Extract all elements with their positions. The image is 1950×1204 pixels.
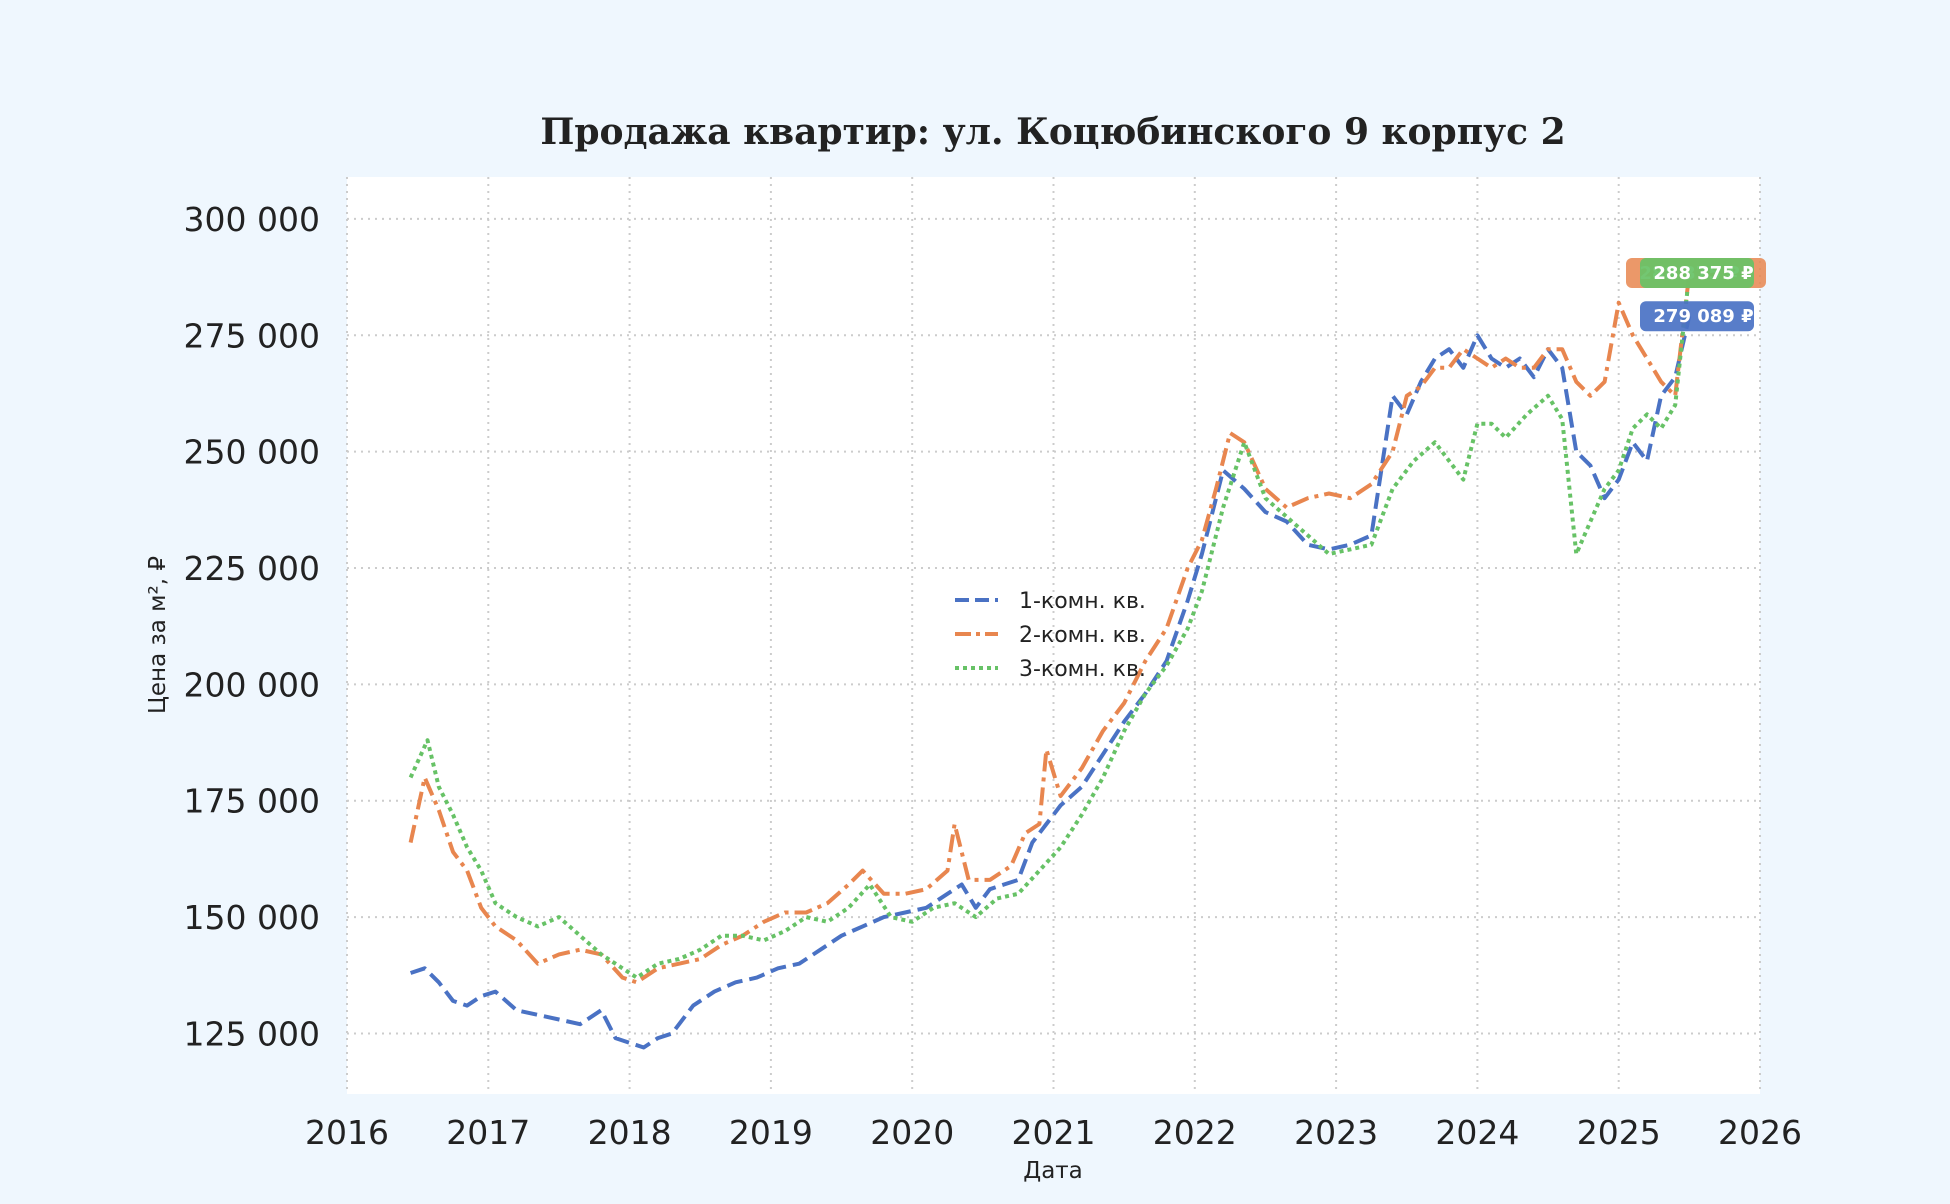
x-axis-label: Дата [1023, 1158, 1083, 1184]
legend-label-3: 3-комн. кв. [1019, 657, 1146, 682]
x-tick-label: 2021 [1012, 1113, 1096, 1152]
y-tick-label: 275 000 [184, 316, 320, 355]
y-axis-label: Цена за м², ₽ [145, 556, 171, 714]
x-tick-label: 2019 [729, 1113, 813, 1152]
value-badge-label-1: 279 089 ₽ [1653, 306, 1753, 327]
x-tick-label: 2020 [870, 1113, 954, 1152]
x-tick-label: 2017 [446, 1113, 530, 1152]
x-tick-label: 2022 [1153, 1113, 1237, 1152]
value-badge-bg-1 [1640, 301, 1754, 332]
legend-label-2: 2-комн. кв. [1019, 623, 1146, 648]
axis-ticks: 2016 2017 2018 2019 2020 2021 2022 2023 2024 2025… [184, 200, 1802, 1152]
grid [346, 177, 1761, 1094]
y-tick-label: 250 000 [184, 433, 320, 472]
y-tick-label: 200 000 [184, 665, 320, 704]
series-group [408, 272, 1692, 1050]
x-tick-label: 2024 [1435, 1113, 1519, 1152]
x-tick-label: 2023 [1294, 1113, 1378, 1152]
x-tick-label: 2025 [1577, 1113, 1661, 1152]
legend-label-1: 1-комн. кв. [1019, 589, 1146, 614]
legend: 1-комн. кв. 2-комн. кв. 3-комн. кв. [955, 589, 1146, 682]
y-tick-label: 300 000 [184, 200, 320, 239]
x-tick-label: 2026 [1718, 1113, 1802, 1152]
y-tick-label: 225 000 [184, 549, 320, 588]
chart-title: Продажа квартир: ул. Коцюбинского 9 корп… [540, 111, 1565, 153]
series-line-2 [408, 272, 1692, 985]
x-tick-label: 2016 [305, 1113, 389, 1152]
y-tick-label: 150 000 [184, 898, 320, 937]
y-tick-label: 175 000 [184, 782, 320, 821]
series-line-3 [408, 272, 1692, 980]
value-badges: 288 375 ₽288 375 ₽279 089 ₽ [1626, 258, 1766, 332]
x-tick-label: 2018 [588, 1113, 672, 1152]
series-line-1 [409, 315, 1692, 1050]
value-badge-bg-3 [1640, 258, 1754, 289]
value-badge-label-3: 288 375 ₽ [1653, 263, 1753, 284]
y-tick-label: 125 000 [184, 1014, 320, 1053]
